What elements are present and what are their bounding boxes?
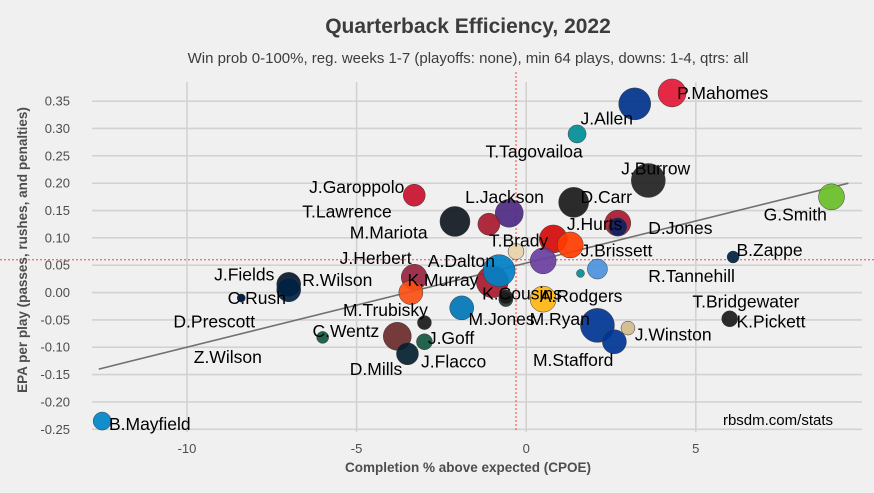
point-label: M.Jones <box>469 309 535 329</box>
data-point <box>587 258 608 280</box>
chart-subtitle: Win prob 0-100%, reg. weeks 1-7 (playoff… <box>188 50 749 67</box>
data-point <box>602 329 627 355</box>
point-label: R.Tannehill <box>648 266 735 286</box>
point-label: B.Mayfield <box>109 414 191 434</box>
data-points <box>92 78 845 431</box>
data-point <box>657 78 687 108</box>
point-label: M.Ryan <box>530 309 590 329</box>
point-label: K.Pickett <box>736 312 805 332</box>
point-label: P.Mahomes <box>677 83 768 103</box>
data-point <box>721 310 738 328</box>
point-label: J.Goff <box>428 328 475 348</box>
tick-labels: -0.25 -0.20 -0.15 -0.10 -0.05 0.00 0.05 0.10 0.1… <box>40 94 699 456</box>
chart-title: Quarterback Efficiency, 2022 <box>325 15 611 38</box>
data-point <box>416 333 433 351</box>
point-label: J.Herbert <box>340 248 412 268</box>
x-tick-label: -5 <box>351 441 363 456</box>
point-label: J.Brissett <box>580 240 652 260</box>
data-point <box>498 289 514 305</box>
y-tick-label: -0.10 <box>40 340 70 355</box>
data-point <box>439 206 471 237</box>
point-label: D.Carr <box>580 187 632 207</box>
data-point <box>818 183 845 211</box>
data-point <box>482 254 516 287</box>
y-tick-label: 0.00 <box>45 285 70 300</box>
data-point <box>557 231 584 259</box>
trend-line <box>98 182 849 370</box>
data-point <box>608 217 628 237</box>
point-label: J.Winston <box>635 325 712 345</box>
y-axis-label: EPA per play (passes, rushes, and penalt… <box>15 107 30 393</box>
point-label: K.Murray <box>407 270 478 290</box>
y-tick-label: 0.20 <box>45 176 70 191</box>
data-point <box>449 295 474 321</box>
point-label: J.Hurts <box>567 214 623 234</box>
data-point <box>402 183 426 207</box>
x-tick-label: 5 <box>692 441 699 456</box>
data-point <box>396 342 419 366</box>
point-label: A.Dalton <box>428 251 495 271</box>
y-tick-label: 0.15 <box>45 203 70 218</box>
point-label: J.Burrow <box>621 158 690 178</box>
data-point <box>237 293 246 303</box>
point-label: R.Wilson <box>302 270 372 290</box>
point-label: M.Stafford <box>533 350 613 370</box>
point-label: A.Rodgers <box>540 286 623 306</box>
y-tick-label: 0.10 <box>45 230 70 245</box>
data-point <box>417 315 432 330</box>
data-point <box>494 199 524 228</box>
point-label: G.Smith <box>764 204 827 224</box>
data-point <box>477 212 501 236</box>
x-tick-label: -10 <box>178 441 197 456</box>
y-tick-label: -0.15 <box>40 367 70 382</box>
point-label: M.Mariota <box>350 222 428 242</box>
point-label: T.Bridgewater <box>692 291 799 311</box>
credit-text: rbsdm.com/stats <box>723 412 833 429</box>
y-tick-label: 0.25 <box>45 148 70 163</box>
point-label: C.Rush <box>228 288 286 308</box>
point-labels: P.Mahomes J.Allen T.Tagovailoa J.Burrow G.Sm… <box>109 83 827 434</box>
y-tick-label: 0.30 <box>45 121 70 136</box>
point-label: K.Cousins <box>482 284 562 304</box>
y-tick-label: 0.05 <box>45 258 70 273</box>
point-label: B.Zappe <box>736 240 802 260</box>
point-label: J.Garoppolo <box>309 177 404 197</box>
grid-lines <box>92 82 862 432</box>
point-label: D.Jones <box>648 218 712 238</box>
point-label: J.Allen <box>580 109 633 129</box>
point-label: M.Trubisky <box>343 300 428 320</box>
data-point <box>529 285 557 313</box>
point-label: J.Fields <box>214 265 275 285</box>
point-label: T.Lawrence <box>302 202 392 222</box>
point-label: C.Wentz <box>312 321 379 341</box>
y-tick-label: 0.35 <box>45 94 70 109</box>
point-label: D.Prescott <box>173 312 255 332</box>
point-label: Z.Wilson <box>194 347 262 367</box>
y-tick-label: -0.20 <box>40 394 70 409</box>
data-point <box>558 187 589 218</box>
data-point <box>398 280 424 305</box>
point-label: L.Jackson <box>465 187 544 207</box>
x-tick-label: 0 <box>523 441 530 456</box>
data-point <box>618 87 651 121</box>
data-point <box>631 163 666 198</box>
data-point <box>92 411 112 431</box>
y-tick-label: -0.25 <box>40 422 70 437</box>
point-label: D.Mills <box>350 359 403 379</box>
data-point <box>529 247 557 275</box>
point-label: T.Tagovailoa <box>485 141 583 161</box>
point-label: J.Flacco <box>421 351 486 371</box>
data-point <box>620 320 636 336</box>
point-label: T.Brady <box>489 231 549 251</box>
data-point <box>576 269 585 278</box>
data-point <box>507 243 525 260</box>
data-point <box>726 250 740 264</box>
data-point <box>316 331 329 344</box>
data-point <box>276 277 301 303</box>
data-point <box>567 124 587 144</box>
y-tick-label: -0.05 <box>40 312 70 327</box>
x-axis-label: Completion % above expected (CPOE) <box>345 460 591 475</box>
